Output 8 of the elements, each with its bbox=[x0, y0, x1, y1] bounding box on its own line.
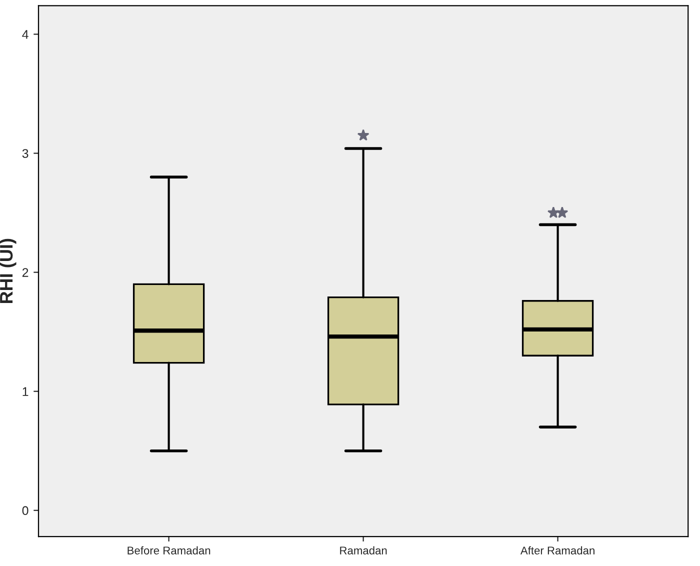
y-tick-label: 1 bbox=[22, 387, 28, 396]
y-tick-label: 3 bbox=[22, 149, 28, 158]
x-tick-label: After Ramadan bbox=[520, 546, 594, 554]
y-tick-label: 2 bbox=[22, 268, 28, 277]
x-tick-label: Before Ramadan bbox=[128, 546, 210, 554]
y-tick-label: 0 bbox=[22, 506, 28, 516]
x-tick-label: Ramadan bbox=[340, 546, 387, 554]
y-tick-label: 4 bbox=[22, 30, 28, 39]
